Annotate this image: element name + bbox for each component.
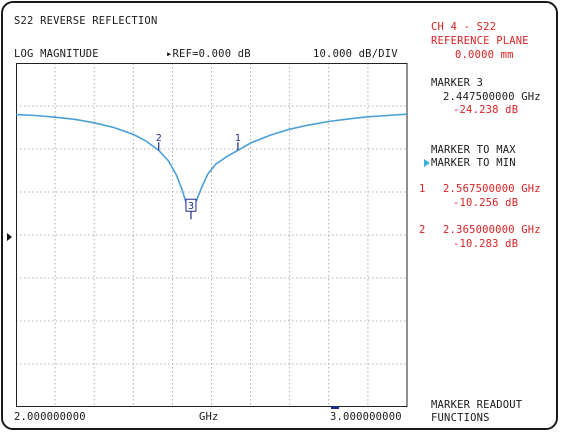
start-frequency: 2.000000000 <box>14 411 86 423</box>
plot-frame <box>16 63 408 407</box>
active-marker-label: MARKER 3 <box>431 77 484 89</box>
trace-marker-3: 3 <box>185 198 197 220</box>
ref-value: 0.000 dB <box>198 48 251 60</box>
reference-position-arrow-icon <box>7 233 12 241</box>
trace-marker-2: 2 <box>156 133 162 151</box>
trace-markers: 1 2 3 <box>156 133 241 220</box>
active-marker-value: -24.238 dB <box>453 104 519 116</box>
channel-label: CH 4 - S22 <box>431 21 497 33</box>
scale-label: 10.000 dB/DIV <box>313 48 398 60</box>
marker-label: 1 <box>235 133 241 144</box>
reference-plane-value: 0.0000 mm <box>455 49 514 61</box>
frequency-unit: GHz <box>199 411 219 423</box>
active-marker-frequency: 2.447500000 GHz <box>443 91 541 103</box>
marker-label: 2 <box>156 133 162 144</box>
softkey-readout-line2[interactable]: FUNCTIONS <box>431 412 490 424</box>
trace-marker-1: 1 <box>235 133 241 151</box>
ref-prefix: ▸REF= <box>166 48 199 60</box>
softkey-marker-to-min[interactable]: MARKER TO MIN <box>431 157 516 169</box>
marker-2-number: 2 <box>419 224 426 236</box>
softkey-marker-to-max[interactable]: MARKER TO MAX <box>431 144 516 156</box>
softkey-readout-line1[interactable]: MARKER READOUT <box>431 399 523 411</box>
reference-level: ▸REF=0.000 dB <box>166 48 251 60</box>
format-label: LOG MAGNITUDE <box>14 48 99 60</box>
marker-1-value: -10.256 dB <box>453 197 519 209</box>
marker-1-number: 1 <box>419 183 426 195</box>
analyzer-screen: S22 REVERSE REFLECTION LOG MAGNITUDE ▸RE… <box>1 1 558 430</box>
trace-plot: 1 2 3 <box>16 63 408 407</box>
plot-grid <box>16 63 407 407</box>
marker-2-frequency: 2.365000000 GHz <box>443 224 541 236</box>
measurement-title: S22 REVERSE REFLECTION <box>14 15 158 27</box>
marker-2-value: -10.283 dB <box>453 238 519 250</box>
marker-label: 3 <box>188 201 194 212</box>
selected-softkey-arrow-icon <box>424 159 430 167</box>
stop-frequency: 3.000000000 <box>330 411 402 423</box>
marker-1-frequency: 2.567500000 GHz <box>443 183 541 195</box>
reference-plane-label: REFERENCE PLANE <box>431 35 529 47</box>
stop-frequency-tick <box>331 406 339 409</box>
